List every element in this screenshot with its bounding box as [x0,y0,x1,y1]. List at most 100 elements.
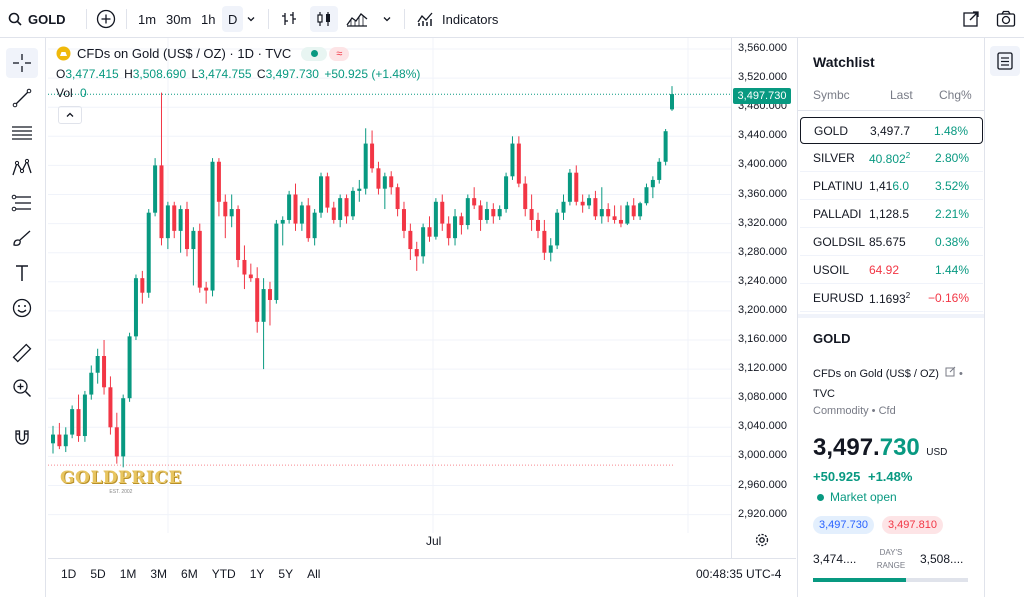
candle-body [89,372,94,395]
chart-settings-button[interactable] [754,532,770,553]
text-tool[interactable] [6,258,38,288]
range-1m[interactable]: 1M [119,566,137,581]
range-label-1: DAY'S [879,548,903,557]
bars-style-button[interactable] [280,0,298,38]
details-full-name: CFDs on Gold (US$ / OZ) [813,368,939,380]
interval-1h[interactable]: 1h [201,11,216,27]
bid-badge[interactable]: 3,497.730 [813,516,874,534]
interval-1m[interactable]: 1m [138,11,157,27]
last-price-label: 3,497.730 [733,88,791,104]
snapshot-button[interactable] [996,0,1016,38]
horizontal-lines-icon [12,126,32,140]
measure-tool[interactable] [6,338,38,368]
close-value: 3,497.730 [265,67,319,81]
last-value: 64.92 [869,263,900,277]
status-dot-icon [817,493,824,501]
watchlist-row-eurusd[interactable]: EURUSD 1.16932 −0.16% [800,285,983,312]
candle-body [370,143,375,169]
candle-body [57,434,62,447]
candle-body [529,209,534,220]
watchlist-row-usoil[interactable]: USOIL 64.92 1.44% [800,257,983,284]
watchlist-row-palladi[interactable]: PALLADI 1,128.5 2.21% [800,201,983,228]
candle-body [210,161,215,291]
collapse-legend-button[interactable] [58,106,82,124]
bars-icon [282,12,296,25]
chart-type-dropdown[interactable] [382,0,392,38]
column-symbol[interactable]: Symbc [813,88,850,102]
range-all[interactable]: All [307,566,321,581]
range-3m[interactable]: 3M [150,566,168,581]
candle-body [446,223,451,239]
magnet-tool[interactable] [6,422,38,452]
compare-button[interactable] [96,0,116,38]
watchlist-last: 3,497.7 [870,124,916,138]
range-1y[interactable]: 1Y [249,566,265,581]
fib-tool[interactable] [6,118,38,148]
right-panel: Watchlist Symbc Last Chg% GOLD 3,497.7 1.4… [797,38,985,597]
market-open-dot[interactable] [301,46,328,61]
brush-tool[interactable] [6,223,38,253]
candle-body [312,212,317,239]
external-link-icon[interactable] [945,366,956,377]
range-5y[interactable]: 5Y [278,566,294,581]
candle-body [535,219,540,231]
projection-icon [11,194,31,212]
camera-icon [996,10,1016,27]
candle-body [70,409,75,435]
ask-badge[interactable]: 3,497.810 [882,516,943,534]
candles-style-button[interactable] [310,6,338,32]
open-value: 3,477.415 [65,67,119,81]
interval-30m[interactable]: 30m [166,11,192,27]
watchlist-row-silver[interactable]: SILVER 40.8022 2.80% [800,145,983,172]
watchlist-title[interactable]: Watchlist [813,54,875,70]
delayed-data-badge[interactable]: ≈ [329,46,350,61]
brush-icon [13,230,31,246]
candle-body [242,259,247,275]
watchlist-row-platinu[interactable]: PLATINU 1,416.0 3.52% [800,173,983,200]
chart-pane[interactable]: CFDs on Gold (US$ / OZ) · 1D · TVC ≈ O3,… [48,38,796,558]
candle-body [185,209,190,250]
candle-body [606,209,611,217]
ruler-icon [12,343,32,363]
zoom-tool[interactable] [6,373,38,403]
watchlist-toggle[interactable] [990,46,1020,76]
range-label: DAY'S RANGE [871,546,911,572]
column-last[interactable]: Last [890,88,913,102]
range-high: 3,508.... [920,552,964,566]
details-price: 3,497.730 USD [813,434,947,462]
clock-timezone[interactable]: 00:48:35 UTC-4 [696,566,782,581]
price-chart[interactable] [48,38,731,558]
candle-body [306,205,311,239]
candle-body [331,207,336,220]
interval-d[interactable]: D [222,6,244,32]
candle-body [357,188,362,191]
range-5d[interactable]: 5D [90,566,106,581]
range-label-2: RANGE [876,561,906,570]
trend-line-tool[interactable] [6,83,38,113]
crosshair-tool[interactable] [6,48,38,78]
candle-body [102,356,107,388]
candle-body [472,198,477,206]
watchlist-row-goldsil[interactable]: GOLDSIL 85.675 0.38% [800,229,983,256]
range-toolbar: 1D 5D 1M 3M 6M YTD 1Y 5Y All 00:48:35 UT… [48,558,796,588]
area-style-button[interactable] [346,0,368,38]
open-new-window-button[interactable] [962,0,980,38]
price-fraction: 730 [879,434,920,461]
watchlist-row-gold[interactable]: GOLD 3,497.7 1.48% [800,117,983,144]
prediction-tool[interactable] [6,188,38,218]
range-1d[interactable]: 1D [61,566,77,581]
right-sidebar [984,38,1024,597]
interval-dropdown[interactable] [246,0,256,38]
price-axis[interactable]: 3,560.000 3,520.000 3,480.000 3,440.000 3,40… [731,38,796,558]
indicators-button[interactable]: Indicators [416,0,498,38]
emoji-tool[interactable] [6,293,38,323]
range-6m[interactable]: 6M [181,566,198,581]
symbol-search[interactable]: GOLD [8,0,66,38]
watermark-logo: GOLDPRICE EST. 2002 [60,468,182,495]
column-chg[interactable]: Chg% [939,88,972,102]
range-ytd[interactable]: YTD [211,566,236,581]
pattern-tool[interactable] [6,153,38,183]
external-link-icon [963,11,979,27]
change-abs: +50.925 [813,469,861,484]
green-dot-icon [310,50,318,57]
